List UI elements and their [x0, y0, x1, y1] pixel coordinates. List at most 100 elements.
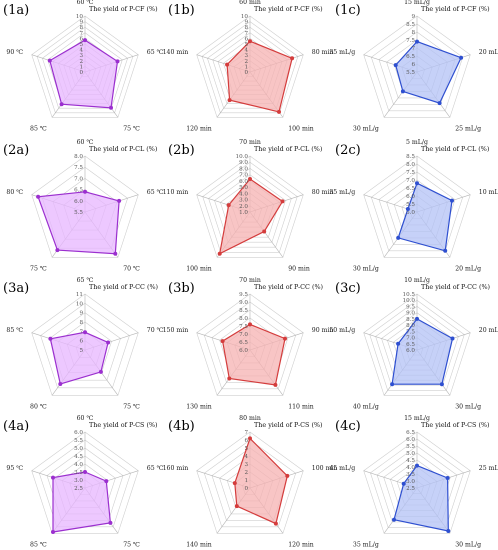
radar-panel: 5 6 7 8 9 10 11 65 ℃ 70 ℃ 75 ℃ 80 ℃ 85 ℃ The yield o…: [3, 277, 164, 411]
grid-ring: [196, 293, 304, 396]
tick-label: 5.5: [406, 70, 415, 76]
series-area: [49, 331, 109, 385]
tick-label: 8.5: [406, 22, 415, 28]
series-area: [226, 40, 293, 113]
tick-label: 4.0: [239, 191, 248, 197]
panel-label: (3c): [335, 281, 361, 296]
tick-label: 8.0: [239, 316, 248, 322]
panel-label: (1c): [335, 3, 361, 18]
data-point: [47, 58, 52, 63]
tick-label: 6.0: [74, 430, 83, 436]
category-label: 10 mL/g: [479, 189, 498, 196]
tick-label: 2: [244, 59, 248, 65]
tick-label: 3.0: [74, 478, 83, 484]
tick-label: 8.5: [406, 154, 415, 160]
series-area: [221, 323, 286, 386]
chart-title: The yield of P-CF (%): [89, 5, 158, 13]
category-label: 15 mL/g: [404, 415, 430, 422]
category-label: 85 ℃: [30, 126, 47, 133]
data-point: [227, 376, 232, 381]
grid-ring: [42, 26, 128, 109]
data-point: [113, 251, 118, 256]
tick-label: 7: [411, 46, 415, 52]
grid-ring: [211, 309, 289, 383]
category-label: 110 min: [163, 189, 189, 196]
tick-label: 6.5: [406, 430, 415, 436]
category-label: 70 min: [239, 139, 261, 146]
tick-label: 6.0: [74, 199, 83, 205]
category-label: 95 ℃: [6, 465, 23, 472]
tick-label: 10.0: [236, 154, 249, 160]
tick-label: 8.5: [406, 317, 415, 323]
data-point: [59, 102, 64, 107]
grid-ring: [370, 438, 464, 528]
panel-label: (2c): [335, 143, 361, 158]
tick-label: 2.0: [239, 204, 248, 210]
tick-label: 5.5: [406, 444, 415, 450]
grid-ring: [208, 168, 292, 248]
panel-label: (4c): [335, 419, 361, 434]
data-point: [248, 322, 252, 327]
category-label: 85 ℃: [30, 542, 47, 549]
grid-ring: [363, 293, 471, 396]
data-point: [262, 229, 267, 234]
category-label: 30 mL/g: [353, 266, 379, 273]
tick-label: 10: [76, 301, 84, 307]
radar-panel: 5.5 6.0 6.5 7.0 7.5 8.0 60 ℃ 65 ℃ 70 ℃ 75 ℃ 80 ℃ Th…: [3, 139, 164, 273]
tick-label: 6.0: [239, 348, 248, 354]
series-area: [49, 39, 119, 109]
data-point: [98, 369, 103, 374]
tick-label: 7: [244, 31, 248, 37]
tick-label: 6.5: [74, 188, 83, 194]
tick-label: 8: [79, 25, 83, 31]
data-point: [51, 475, 55, 480]
category-label: 110 min: [288, 404, 314, 411]
category-label: 30 mL/g: [353, 126, 379, 133]
tick-label: 6.0: [406, 437, 415, 443]
data-point: [446, 529, 451, 533]
data-point: [415, 39, 419, 44]
tick-label: 4.0: [74, 462, 83, 468]
data-point: [450, 336, 455, 341]
grid-ring: [375, 306, 459, 386]
grid-ring: [369, 299, 465, 391]
data-point: [415, 181, 419, 186]
panel-label: (2b): [168, 143, 195, 158]
grid-ring: [49, 312, 121, 381]
tick-label: 6.0: [406, 348, 415, 354]
data-point: [104, 479, 109, 484]
data-point: [248, 177, 252, 181]
grid-ring: [201, 21, 299, 114]
data-point: [450, 198, 454, 203]
tick-label: 9.0: [239, 160, 248, 166]
chart-title: The yield of P-CS (%): [89, 421, 158, 429]
radar-panel: 0 1 2 3 4 5 6 7 80 min 100 min 120 min 140 min 160 m…: [163, 415, 338, 549]
panel-label: (3b): [168, 281, 195, 296]
series-area: [37, 191, 120, 255]
tick-label: 7.0: [239, 173, 248, 179]
grid-ring: [196, 431, 304, 534]
category-label: 60 ℃: [77, 139, 94, 146]
tick-label: 6: [411, 62, 415, 68]
data-point: [48, 336, 53, 341]
category-label: 35 mL/g: [329, 189, 355, 196]
tick-label: 7: [244, 430, 248, 436]
category-label: 10 mL/g: [404, 277, 430, 284]
tick-label: 4.5: [406, 458, 415, 464]
data-point: [248, 39, 252, 44]
data-point: [390, 382, 395, 387]
category-label: 90 min: [312, 327, 334, 334]
tick-label: 4.5: [74, 454, 83, 460]
data-point: [232, 481, 237, 486]
tick-label: 3.5: [74, 470, 83, 476]
category-label: 70 ℃: [123, 266, 140, 273]
tick-label: 0: [79, 70, 83, 76]
category-label: 70 ℃: [147, 327, 164, 334]
data-point: [83, 189, 87, 194]
series-area: [234, 437, 288, 525]
data-point: [83, 330, 87, 335]
category-label: 140 min: [163, 49, 189, 56]
data-point: [225, 62, 230, 67]
category-label: 100 min: [312, 465, 338, 472]
